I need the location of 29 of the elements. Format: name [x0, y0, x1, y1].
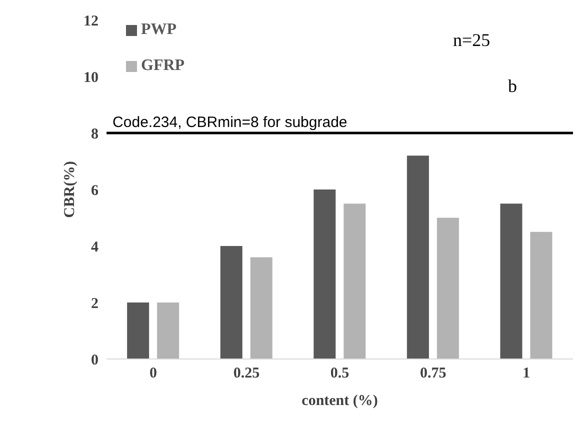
x-axis-title: content (%) — [302, 393, 378, 409]
bar — [344, 204, 366, 359]
annotation: n=25 — [453, 30, 490, 51]
bar — [500, 204, 522, 359]
y-tick-label: 10 — [84, 70, 99, 86]
legend-label: PWP — [141, 21, 177, 39]
y-axis-title: CBR(%) — [62, 161, 78, 218]
bar — [157, 302, 180, 359]
bar — [406, 156, 429, 359]
y-tick-label: 0 — [91, 352, 99, 368]
bar — [314, 190, 336, 359]
x-tick-label: 0 — [149, 366, 157, 382]
x-tick-label: 0.5 — [330, 366, 350, 382]
bar — [436, 218, 459, 359]
x-tick-label: 1 — [522, 366, 530, 382]
bar — [127, 302, 150, 359]
x-tick-label: 0.75 — [420, 366, 446, 382]
bar — [530, 232, 552, 359]
bar — [250, 257, 272, 359]
y-tick-label: 8 — [91, 126, 99, 142]
y-tick-label: 6 — [91, 182, 100, 199]
ref-line-label: Code.234, CBRmin=8 for subgrade — [112, 114, 348, 131]
bar — [220, 246, 242, 359]
x-tick-label: 0.25 — [233, 366, 260, 382]
y-tick-label: 12 — [84, 13, 99, 30]
annotation: b — [508, 76, 517, 97]
legend-label: GFRP — [141, 57, 185, 75]
y-tick-label: 4 — [91, 239, 100, 256]
y-tick-label: 2 — [91, 296, 99, 312]
